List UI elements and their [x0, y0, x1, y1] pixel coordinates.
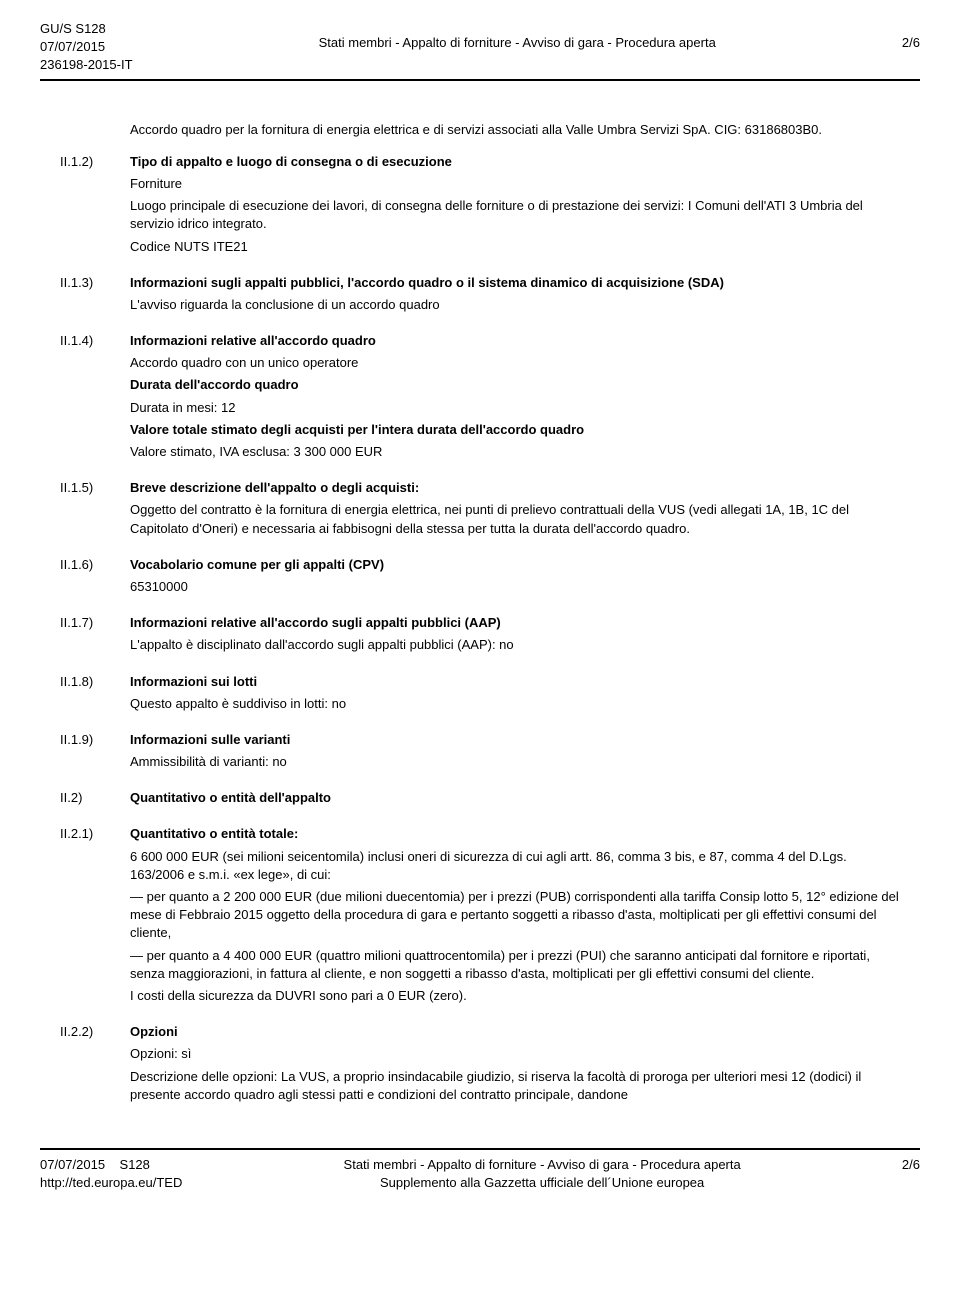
paragraph: Valore stimato, IVA esclusa: 3 300 000 E…	[130, 443, 900, 461]
section-heading: Durata dell'accordo quadro	[130, 376, 900, 394]
page-header: GU/S S128 07/07/2015 236198-2015-IT Stat…	[40, 20, 920, 81]
section-heading: Informazioni sugli appalti pubblici, l'a…	[130, 274, 900, 292]
section-heading: Valore totale stimato degli acquisti per…	[130, 421, 900, 439]
paragraph: L'appalto è disciplinato dall'accordo su…	[130, 636, 900, 654]
section-body: Breve descrizione dell'appalto o degli a…	[130, 479, 900, 542]
footer-title: Stati membri - Appalto di forniture - Av…	[182, 1156, 902, 1174]
header-ref2: 236198-2015-IT	[40, 56, 133, 74]
paragraph: Opzioni: sì	[130, 1045, 900, 1063]
footer-left: 07/07/2015 S128 http://ted.europa.eu/TED	[40, 1156, 182, 1192]
section-label: II.1.7)	[60, 614, 130, 658]
section-body: Informazioni sui lotti Questo appalto è s…	[130, 673, 900, 717]
section-label: II.2.1)	[60, 825, 130, 1009]
paragraph: Questo appalto è suddiviso in lotti: no	[130, 695, 900, 713]
intro-block: Accordo quadro per la fornitura di energ…	[130, 121, 900, 139]
footer-page: 2/6	[902, 1156, 920, 1192]
paragraph: Accordo quadro con un unico operatore	[130, 354, 900, 372]
header-ref1: GU/S S128	[40, 20, 133, 38]
section-body: Quantitativo o entità dell'appalto	[130, 789, 900, 811]
section-label: II.1.4)	[60, 332, 130, 465]
section-heading: Informazioni sui lotti	[130, 673, 900, 691]
paragraph: Descrizione delle opzioni: La VUS, a pro…	[130, 1068, 900, 1104]
document-body: Accordo quadro per la fornitura di energ…	[40, 121, 920, 1108]
section-heading: Quantitativo o entità totale:	[130, 825, 900, 843]
paragraph: Codice NUTS ITE21	[130, 238, 900, 256]
section-body: Informazioni relative all'accordo sugli …	[130, 614, 900, 658]
section-row: II.1.9)Informazioni sulle varianti Ammiss…	[60, 731, 900, 775]
section-row: II.1.8)Informazioni sui lotti Questo appa…	[60, 673, 900, 717]
header-left: GU/S S128 07/07/2015 236198-2015-IT	[40, 20, 133, 75]
section-row: II.1.3)Informazioni sugli appalti pubbli…	[60, 274, 900, 318]
section-heading: Informazioni sulle varianti	[130, 731, 900, 749]
section-row: II.1.5)Breve descrizione dell'appalto o …	[60, 479, 900, 542]
header-date: 07/07/2015	[40, 38, 133, 56]
footer-date: 07/07/2015	[40, 1157, 105, 1172]
paragraph: — per quanto a 4 400 000 EUR (quattro mi…	[130, 947, 900, 983]
header-title: Stati membri - Appalto di forniture - Av…	[133, 20, 902, 52]
section-heading: Tipo di appalto e luogo di consegna o di…	[130, 153, 900, 171]
paragraph: L'avviso riguarda la conclusione di un a…	[130, 296, 900, 314]
section-label: II.1.3)	[60, 274, 130, 318]
section-label: II.1.5)	[60, 479, 130, 542]
section-label: II.2)	[60, 789, 130, 811]
section-row: II.2)Quantitativo o entità dell'appalto	[60, 789, 900, 811]
paragraph: I costi della sicurezza da DUVRI sono pa…	[130, 987, 900, 1005]
section-label: II.1.2)	[60, 153, 130, 260]
section-body: Informazioni sulle varianti Ammissibilità…	[130, 731, 900, 775]
paragraph: Accordo quadro per la fornitura di energ…	[130, 121, 900, 139]
section-label: II.2.2)	[60, 1023, 130, 1108]
section-body: Quantitativo o entità totale: 6 600 000 E…	[130, 825, 900, 1009]
section-row: II.1.6)Vocabolario comune per gli appalt…	[60, 556, 900, 600]
section-label: II.1.6)	[60, 556, 130, 600]
paragraph: 65310000	[130, 578, 900, 596]
section-body: Informazioni relative all'accordo quadro…	[130, 332, 900, 465]
section-heading: Vocabolario comune per gli appalti (CPV)	[130, 556, 900, 574]
footer-subtitle: Supplemento alla Gazzetta ufficiale dell…	[182, 1174, 902, 1192]
section-heading: Quantitativo o entità dell'appalto	[130, 789, 900, 807]
paragraph: Luogo principale di esecuzione dei lavor…	[130, 197, 900, 233]
section-row: II.1.4)Informazioni relative all'accordo…	[60, 332, 900, 465]
paragraph: Ammissibilità di varianti: no	[130, 753, 900, 771]
paragraph: — per quanto a 2 200 000 EUR (due milion…	[130, 888, 900, 943]
header-page: 2/6	[902, 20, 920, 52]
section-heading: Informazioni relative all'accordo sugli …	[130, 614, 900, 632]
section-body: Vocabolario comune per gli appalti (CPV)…	[130, 556, 900, 600]
section-row: II.2.1)Quantitativo o entità totale: 6 60…	[60, 825, 900, 1009]
footer-url: http://ted.europa.eu/TED	[40, 1174, 182, 1192]
section-row: II.1.7)Informazioni relative all'accordo…	[60, 614, 900, 658]
footer-date-line: 07/07/2015 S128	[40, 1156, 182, 1174]
section-label: II.1.8)	[60, 673, 130, 717]
page-footer: 07/07/2015 S128 http://ted.europa.eu/TED…	[40, 1148, 920, 1192]
paragraph: Oggetto del contratto è la fornitura di …	[130, 501, 900, 537]
section-row: II.1.2)Tipo di appalto e luogo di conseg…	[60, 153, 900, 260]
section-heading: Opzioni	[130, 1023, 900, 1041]
section-heading: Breve descrizione dell'appalto o degli a…	[130, 479, 900, 497]
section-label: II.1.9)	[60, 731, 130, 775]
section-body: Opzioni Opzioni: sì Descrizione delle opzi…	[130, 1023, 900, 1108]
section-row: II.2.2)Opzioni Opzioni: sì Descrizione del…	[60, 1023, 900, 1108]
paragraph: Forniture	[130, 175, 900, 193]
section-body: Tipo di appalto e luogo di consegna o di…	[130, 153, 900, 260]
footer-center: Stati membri - Appalto di forniture - Av…	[182, 1156, 902, 1192]
section-heading: Informazioni relative all'accordo quadro	[130, 332, 900, 350]
paragraph: Durata in mesi: 12	[130, 399, 900, 417]
paragraph: 6 600 000 EUR (sei milioni seicentomila)…	[130, 848, 900, 884]
footer-suffix: S128	[120, 1157, 150, 1172]
section-body: Informazioni sugli appalti pubblici, l'a…	[130, 274, 900, 318]
